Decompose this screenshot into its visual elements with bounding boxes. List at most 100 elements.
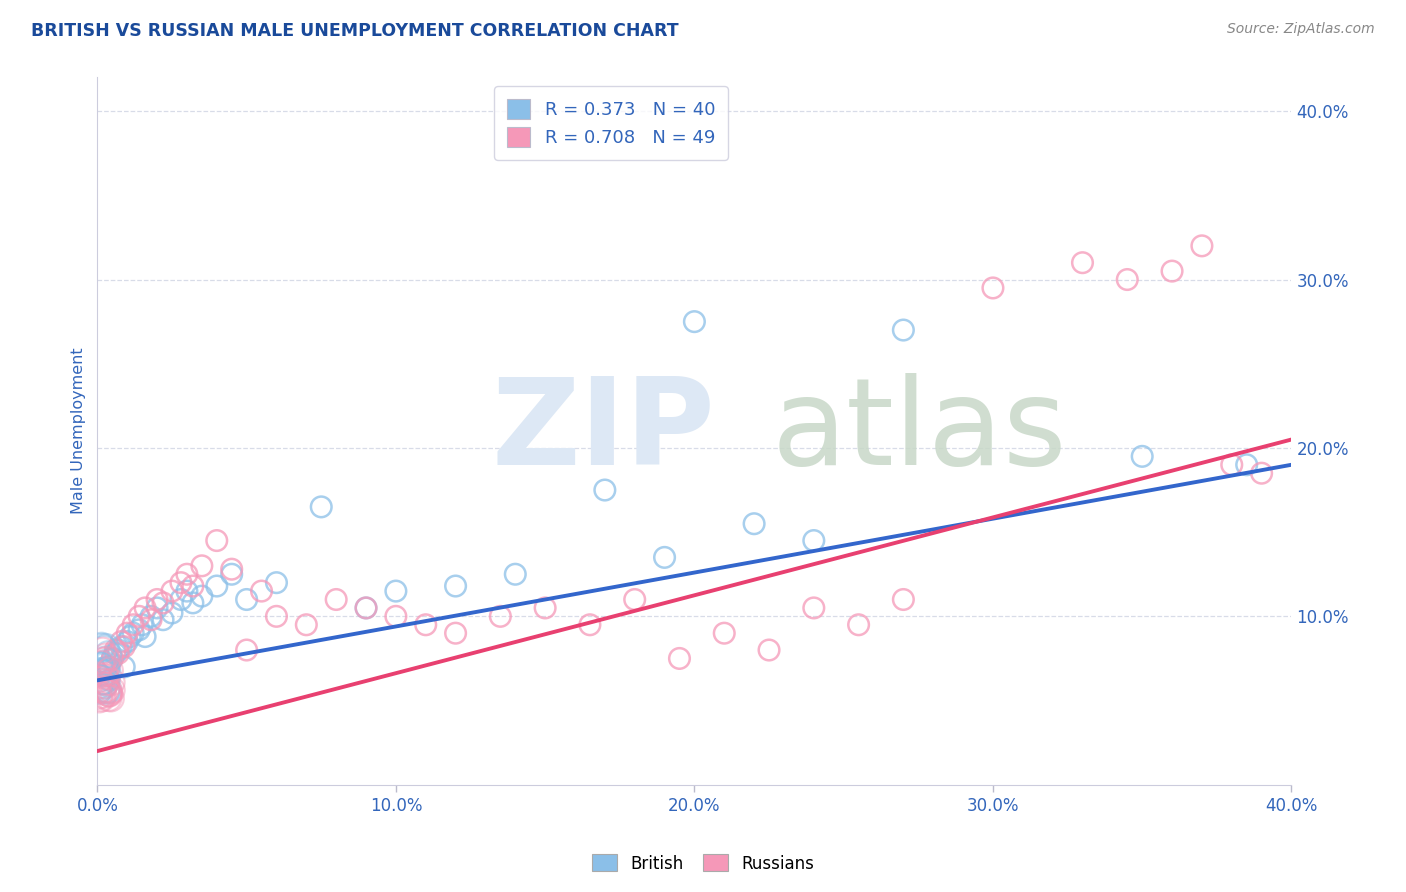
Point: [1191, 239, 1213, 253]
Point: [205, 533, 228, 548]
Point: [309, 500, 332, 514]
Point: [181, 579, 204, 593]
Point: [250, 584, 273, 599]
Point: [96, 668, 118, 682]
Point: [115, 634, 138, 648]
Point: [981, 281, 1004, 295]
Point: [893, 592, 915, 607]
Point: [91, 683, 114, 698]
Point: [96, 684, 118, 698]
Point: [91, 663, 114, 677]
Point: [91, 676, 114, 690]
Point: [266, 609, 288, 624]
Text: atlas: atlas: [772, 373, 1067, 490]
Legend: British, Russians: British, Russians: [585, 847, 821, 880]
Point: [1236, 458, 1258, 472]
Point: [100, 683, 122, 698]
Point: [90, 674, 112, 689]
Point: [89, 685, 111, 699]
Point: [90, 639, 112, 653]
Point: [89, 684, 111, 698]
Point: [221, 567, 243, 582]
Point: [93, 678, 115, 692]
Point: [134, 601, 156, 615]
Point: [120, 630, 142, 644]
Point: [97, 647, 120, 661]
Point: [89, 668, 111, 682]
Point: [87, 689, 110, 703]
Point: [97, 683, 120, 698]
Point: [354, 601, 377, 615]
Point: [104, 643, 127, 657]
Point: [444, 579, 467, 593]
Point: [1130, 450, 1153, 464]
Point: [668, 651, 690, 665]
Point: [100, 675, 122, 690]
Point: [94, 669, 117, 683]
Point: [1161, 264, 1184, 278]
Point: [176, 567, 198, 582]
Point: [893, 323, 915, 337]
Point: [93, 642, 115, 657]
Point: [385, 609, 408, 624]
Point: [139, 609, 162, 624]
Point: [131, 617, 153, 632]
Point: [98, 687, 121, 701]
Point: [593, 483, 616, 497]
Point: [98, 684, 121, 698]
Point: [90, 691, 112, 706]
Point: [112, 640, 135, 654]
Point: [354, 601, 377, 615]
Point: [235, 643, 257, 657]
Point: [325, 592, 347, 607]
Point: [122, 626, 145, 640]
Point: [115, 626, 138, 640]
Point: [110, 640, 132, 654]
Text: BRITISH VS RUSSIAN MALE UNEMPLOYMENT CORRELATION CHART: BRITISH VS RUSSIAN MALE UNEMPLOYMENT COR…: [31, 22, 679, 40]
Point: [107, 643, 129, 657]
Point: [90, 671, 112, 685]
Point: [97, 686, 120, 700]
Point: [98, 664, 121, 678]
Point: [146, 592, 169, 607]
Point: [742, 516, 765, 531]
Point: [1220, 458, 1243, 472]
Point: [91, 654, 114, 668]
Point: [1116, 272, 1139, 286]
Point: [683, 315, 706, 329]
Point: [623, 592, 645, 607]
Point: [98, 673, 121, 688]
Point: [152, 613, 174, 627]
Point: [107, 647, 129, 661]
Point: [160, 606, 183, 620]
Point: [385, 584, 408, 599]
Point: [266, 575, 288, 590]
Point: [803, 533, 825, 548]
Point: [1071, 255, 1094, 269]
Point: [489, 609, 512, 624]
Point: [534, 601, 557, 615]
Point: [87, 678, 110, 692]
Point: [160, 584, 183, 599]
Point: [89, 658, 111, 673]
Point: [146, 601, 169, 615]
Point: [170, 575, 193, 590]
Point: [96, 682, 118, 697]
Point: [170, 592, 193, 607]
Point: [758, 643, 780, 657]
Point: [98, 660, 121, 674]
Point: [112, 660, 135, 674]
Point: [181, 596, 204, 610]
Point: [1250, 466, 1272, 480]
Point: [503, 567, 526, 582]
Text: ZIP: ZIP: [492, 373, 716, 490]
Point: [89, 658, 111, 673]
Point: [93, 678, 115, 692]
Point: [713, 626, 735, 640]
Legend: R = 0.373   N = 40, R = 0.708   N = 49: R = 0.373 N = 40, R = 0.708 N = 49: [494, 87, 728, 160]
Point: [94, 649, 117, 664]
Point: [128, 623, 150, 637]
Point: [100, 691, 122, 706]
Point: [97, 666, 120, 681]
Point: [93, 659, 115, 673]
